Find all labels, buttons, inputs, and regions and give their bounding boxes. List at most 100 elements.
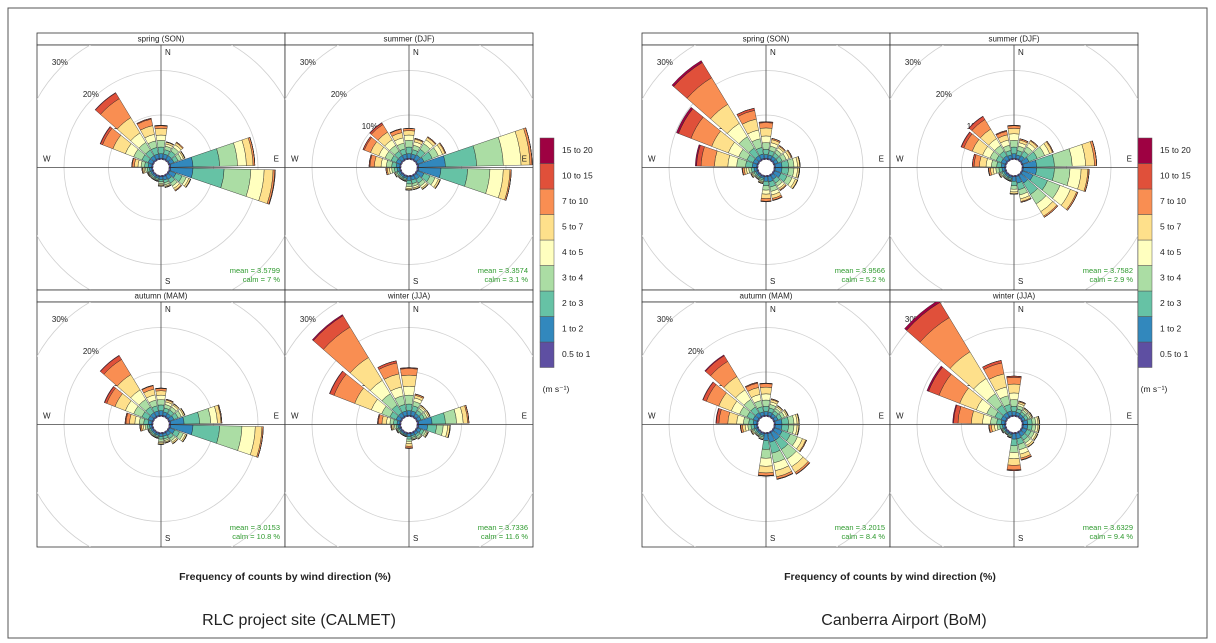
wedge-segment [417, 435, 423, 440]
ring-label: 30% [905, 315, 921, 324]
ring-label: 30% [657, 58, 673, 67]
wedge-segment [154, 125, 168, 130]
wedge-segment [759, 127, 773, 137]
legend-label: 10 to 15 [1160, 171, 1191, 181]
legend-swatch [539, 214, 555, 241]
wedge-segment [1010, 438, 1018, 447]
wedge-segment [164, 441, 171, 444]
wedge-segment [402, 179, 407, 182]
legend-swatch [539, 341, 555, 368]
wedge-segment [406, 180, 412, 185]
stat-label: calm = 5.2 % [841, 275, 885, 284]
wedge-segment [760, 386, 772, 395]
wedge-segment [147, 429, 151, 434]
wedge-segment [960, 131, 971, 148]
x-axis-label: Frequency of counts by wind direction (%… [784, 571, 996, 583]
wedge-segment [1008, 133, 1020, 141]
legend-label: 1 to 2 [1160, 324, 1182, 334]
stat-label: calm = 9.4 % [1089, 532, 1133, 541]
ring-label: 20% [688, 347, 704, 356]
wedge-segment [395, 429, 399, 434]
wedge-segment [394, 173, 398, 178]
legend-swatch [1137, 239, 1153, 266]
legend-swatch [1137, 137, 1153, 164]
ring-label: 20% [83, 90, 99, 99]
wedge-segment [797, 425, 800, 436]
strip-label: autumn (MAM) [135, 292, 188, 301]
compass-label: W [43, 155, 51, 164]
stat-label: calm = 2.9 % [1089, 275, 1133, 284]
wedge-segment [761, 193, 771, 199]
wedge-segment [158, 438, 164, 442]
wedge-segment [155, 134, 167, 141]
legend-swatch [1137, 341, 1153, 368]
stat-label: mean = 3.9566 [835, 266, 885, 275]
legend-swatch [1137, 316, 1153, 343]
compass-label: N [413, 48, 419, 57]
ring-label: 30% [300, 315, 316, 324]
wedge-segment [1010, 406, 1018, 412]
compass-label: N [770, 305, 776, 314]
legend-label: 7 to 10 [1160, 196, 1186, 206]
wedge-segment [1007, 436, 1012, 439]
rose: 10%20%30% [642, 302, 890, 547]
legend-swatch [1137, 188, 1153, 215]
wedge-segment [758, 122, 774, 129]
legend-swatch [539, 265, 555, 292]
rose: 10%20%30% [37, 302, 285, 547]
legend-swatch [1137, 290, 1153, 317]
stat-label: mean = 3.7582 [1083, 266, 1133, 275]
wedge-segment [157, 146, 165, 155]
strip-label: autumn (MAM) [740, 292, 793, 301]
wedge-segment [389, 128, 402, 133]
wedge-segment [369, 122, 383, 134]
compass-label: W [648, 412, 656, 421]
compass-label: S [413, 277, 418, 286]
legend-swatch [539, 316, 555, 343]
caption: Canberra Airport (BoM) [821, 612, 986, 629]
wedge-segment [998, 173, 1002, 178]
wedge-segment [1011, 433, 1017, 440]
wedge-segment [103, 386, 115, 403]
legend-swatch [539, 163, 555, 190]
strip-label: summer (DJF) [988, 35, 1039, 44]
compass-label: E [522, 155, 527, 164]
legend-swatch [539, 137, 555, 164]
compass-label: S [413, 534, 418, 543]
legend-units: (m s⁻¹) [1141, 384, 1168, 394]
wedge-segment [124, 412, 128, 424]
legend-label: 2 to 3 [562, 298, 584, 308]
legend-swatch [1137, 163, 1153, 190]
wedge-segment [758, 437, 764, 440]
rose: 10%20%30% [285, 45, 533, 290]
wedge-segment [763, 433, 769, 441]
wedge-segment [760, 198, 772, 202]
strip-label: spring (SON) [138, 35, 185, 44]
stat-label: mean = 3.5799 [230, 266, 280, 275]
wedge-segment [759, 457, 773, 467]
stat-label: calm = 11.6 % [481, 532, 529, 541]
stat-label: calm = 3.1 % [484, 275, 528, 284]
compass-label: S [770, 534, 775, 543]
compass-label: E [274, 412, 279, 421]
wedge-segment [671, 60, 703, 87]
legend-label: 0.5 to 1 [1160, 349, 1189, 359]
compass-label: W [896, 155, 904, 164]
wedge-segment [1011, 153, 1017, 159]
legend-label: 3 to 4 [562, 273, 584, 283]
wedge-segment [779, 145, 786, 151]
wedge-segment [147, 172, 150, 177]
legend-label: 5 to 7 [1160, 222, 1182, 232]
wedge-segment [218, 404, 223, 424]
wedge-segment [427, 136, 437, 144]
wedge-segment [1010, 146, 1018, 155]
wedge-segment [761, 189, 771, 195]
ring-label: 20% [83, 347, 99, 356]
stat-label: mean = 3.6329 [1083, 523, 1133, 532]
wedge-segment [1009, 140, 1019, 148]
wedge-segment [1007, 128, 1021, 135]
calm-hole [757, 416, 775, 433]
wedge-segment [1006, 377, 1022, 385]
compass-label: S [165, 277, 170, 286]
wedge-segment [404, 140, 414, 148]
